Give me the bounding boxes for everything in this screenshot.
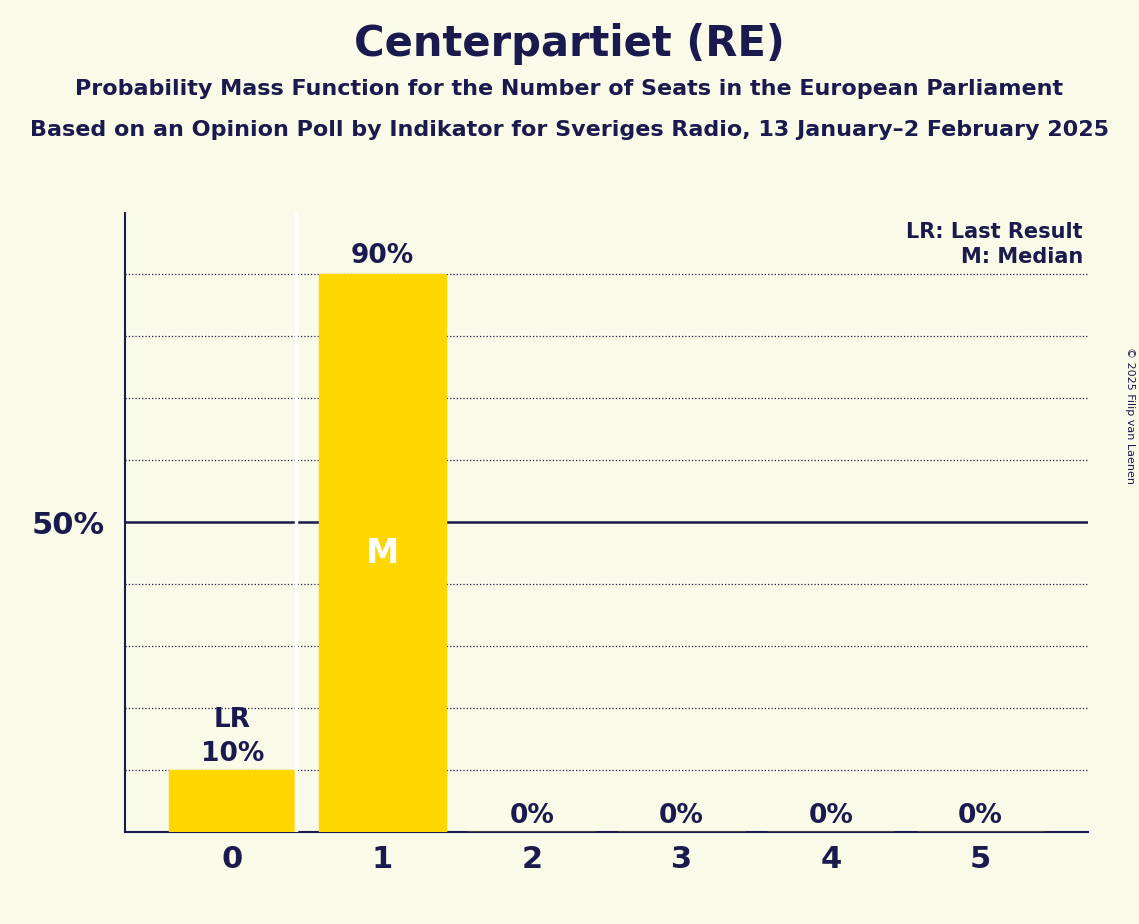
Text: Centerpartiet (RE): Centerpartiet (RE)	[354, 23, 785, 65]
Text: 0%: 0%	[509, 803, 555, 829]
Text: 90%: 90%	[351, 244, 413, 270]
Text: LR: Last Result: LR: Last Result	[907, 222, 1083, 242]
Text: Based on an Opinion Poll by Indikator for Sveriges Radio, 13 January–2 February : Based on an Opinion Poll by Indikator fo…	[30, 120, 1109, 140]
Text: M: Median: M: Median	[960, 247, 1083, 266]
Bar	[319, 274, 445, 832]
Text: 0%: 0%	[958, 803, 1002, 829]
Text: 0%: 0%	[809, 803, 853, 829]
Text: 0%: 0%	[658, 803, 704, 829]
Text: Probability Mass Function for the Number of Seats in the European Parliament: Probability Mass Function for the Number…	[75, 79, 1064, 99]
Text: M: M	[366, 537, 399, 569]
Text: 10%: 10%	[200, 741, 264, 767]
Text: © 2025 Filip van Laenen: © 2025 Filip van Laenen	[1125, 347, 1134, 484]
Bar	[169, 770, 296, 832]
Text: LR: LR	[214, 707, 251, 733]
